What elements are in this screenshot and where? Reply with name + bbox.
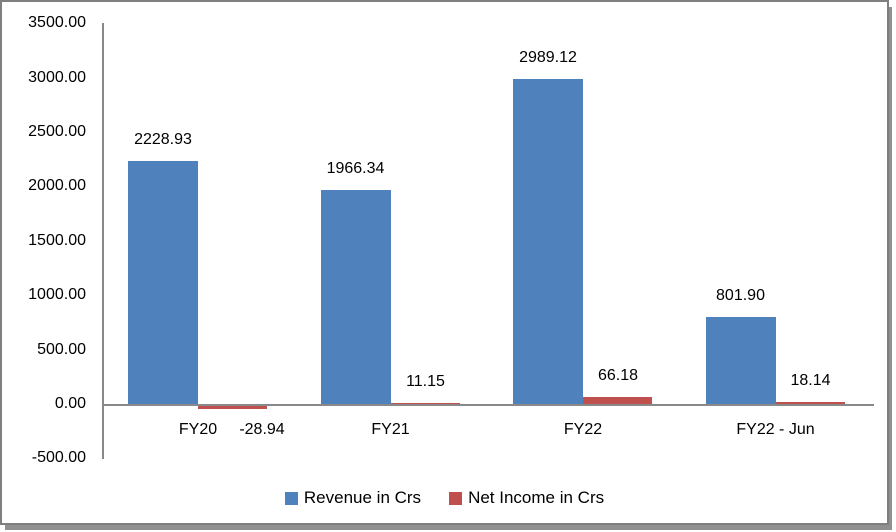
y-tick-label-500-00: -500.00 <box>31 449 86 467</box>
y-tick-label-3000-00: 3000.00 <box>28 68 86 86</box>
y-tick-label-0-00: 0.00 <box>54 395 86 412</box>
category-label-fy22-jun: FY22 - Jun <box>736 421 815 438</box>
revenue-in-crs-bar-fy22-jun <box>705 316 776 404</box>
data-label-revenue-in-crs-fy22: 2989.12 <box>519 48 577 66</box>
legend-swatch-icon <box>284 491 298 505</box>
legend-label: Net Income in Crs <box>468 488 605 507</box>
y-tick-label-2000-00: 2000.00 <box>28 177 86 195</box>
y-tick-label-1000-00: 1000.00 <box>28 286 86 304</box>
category-label-fy22: FY22 <box>563 421 603 438</box>
data-label-net-income-in-crs-fy22: 66.18 <box>597 366 639 384</box>
legend-item-net-income-in-crs: Net Income in Crs <box>449 488 604 508</box>
data-label-net-income-in-crs-fy21: 11.15 <box>406 372 445 390</box>
legend-item-revenue-in-crs: Revenue in Crs <box>284 488 422 508</box>
data-label-revenue-in-crs-fy22-jun: 801.90 <box>716 286 765 304</box>
net-income-in-crs-bar-fy22 <box>583 396 652 404</box>
net-income-in-crs-bar-fy21 <box>390 402 460 405</box>
revenue-in-crs-bar-fy21 <box>320 190 391 404</box>
category-label-fy21: FY21 <box>371 421 410 438</box>
category-label-fy20: FY20 <box>178 421 218 438</box>
y-tick-label-2500-00: 2500.00 <box>28 123 86 140</box>
revenue-in-crs-bar-fy22 <box>513 78 583 404</box>
legend-label: Revenue in Crs <box>303 488 422 507</box>
y-tick-label-1500-00: 1500.00 <box>28 231 86 249</box>
revenue-in-crs-bar-fy20 <box>128 161 198 404</box>
net-income-in-crs-bar-fy22-jun <box>775 402 845 405</box>
data-label-revenue-in-crs-fy21: 1966.34 <box>326 160 385 178</box>
legend-swatch-icon <box>449 491 463 505</box>
data-label-net-income-in-crs-fy22-jun: 18.14 <box>790 372 831 390</box>
net-income-in-crs-bar-fy20 <box>198 406 267 410</box>
legend: Revenue in Crs Net Income in Crs <box>2 488 887 508</box>
data-label-net-income-in-crs-fy20: -28.94 <box>239 421 285 438</box>
y-tick-label-3500-00: 3500.00 <box>28 14 86 32</box>
data-label-revenue-in-crs-fy20: 2228.93 <box>134 131 192 149</box>
chart-frame: 3500.00 3000.00 2500.00 2000.00 1500.00 1000.… <box>0 0 889 525</box>
y-tick-label-500-00: 500.00 <box>37 340 86 358</box>
x-axis-line <box>102 404 874 406</box>
y-axis-line <box>102 23 104 459</box>
